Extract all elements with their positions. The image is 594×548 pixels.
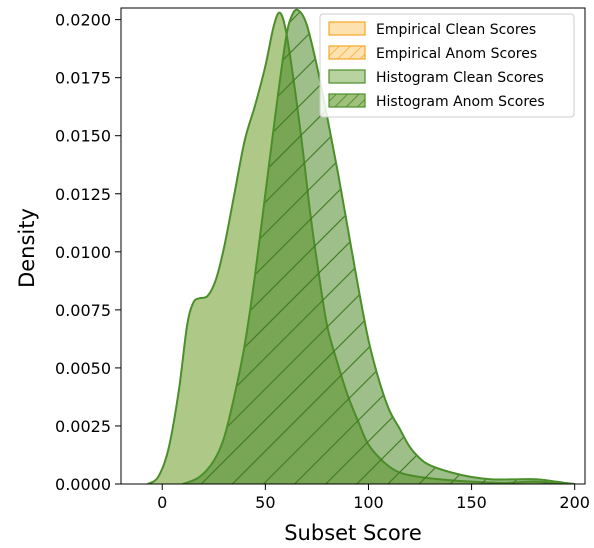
legend-swatch — [329, 22, 365, 35]
legend-swatch — [329, 46, 365, 59]
x-tick-label: 200 — [559, 493, 590, 512]
y-tick-label: 0.0050 — [55, 359, 111, 378]
y-tick-label: 0.0100 — [55, 243, 111, 262]
y-tick-label: 0.0000 — [55, 475, 111, 494]
y-tick-label: 0.0025 — [55, 417, 111, 436]
x-tick-label: 50 — [255, 493, 275, 512]
legend-label: Histogram Clean Scores — [376, 70, 544, 86]
x-axis-label: Subset Score — [284, 521, 422, 545]
legend-swatch — [329, 94, 365, 107]
legend-swatch — [329, 70, 365, 83]
y-axis-label: Density — [15, 208, 39, 288]
y-tick-label: 0.0075 — [55, 301, 111, 320]
x-tick-label: 0 — [157, 493, 167, 512]
y-tick-label: 0.0150 — [55, 127, 111, 146]
x-tick-label: 150 — [456, 493, 487, 512]
legend-label: Empirical Clean Scores — [376, 22, 536, 38]
legend-label: Empirical Anom Scores — [376, 46, 537, 62]
legend: Empirical Clean Scores Empirical Anom Sco… — [320, 14, 574, 117]
y-tick-label: 0.0125 — [55, 185, 111, 204]
legend-label: Histogram Anom Scores — [376, 94, 545, 110]
x-tick-label: 100 — [353, 493, 384, 512]
y-tick-label: 0.0200 — [55, 11, 111, 30]
y-tick-label: 0.0175 — [55, 69, 111, 88]
